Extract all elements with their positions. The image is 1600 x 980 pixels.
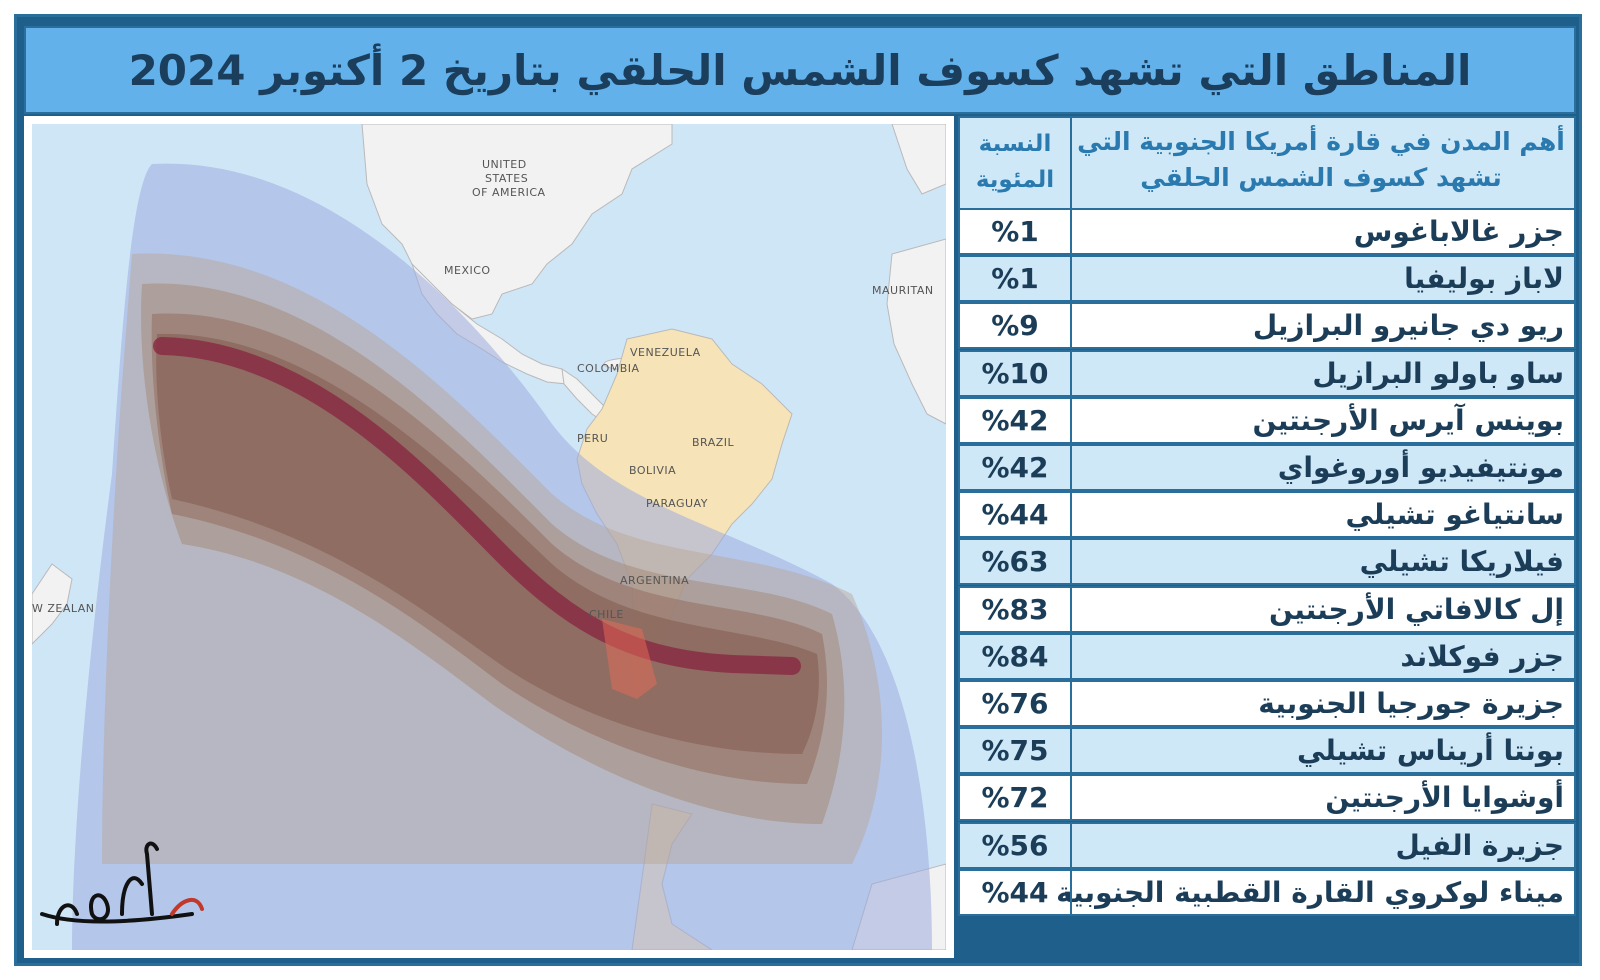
table-row: بوينس آيرس الأرجنتين %42 — [958, 396, 1576, 444]
table-row: أوشوايا الأرجنتين %72 — [958, 774, 1576, 822]
map-panel: UNITED STATES OF AMERICA MEXICO MAURITAN… — [24, 116, 954, 958]
map-label-bolivia: BOLIVIA — [629, 464, 676, 477]
table-row: بونتا أريناس تشيلي %75 — [958, 727, 1576, 775]
table-row: سانتياغو تشيلي %44 — [958, 491, 1576, 539]
city-cell: ريو دي جانيرو البرازيل — [1252, 309, 1564, 343]
map-label-mexico: MEXICO — [444, 264, 491, 277]
north-america-land — [361, 124, 673, 320]
table-row: ميناء لوكروي القارة القطبية الجنوبية %44 — [958, 868, 1576, 916]
map-label-usa-2: STATES — [485, 172, 528, 185]
percentage-cell: %56 — [960, 823, 1072, 867]
city-cell: ميناء لوكروي القارة القطبية الجنوبية — [1056, 875, 1564, 909]
percentage-cell: %42 — [960, 446, 1072, 489]
table-row: جزر غالاباغوس %1 — [958, 208, 1576, 255]
city-cell: جزر فوكلاند — [1400, 639, 1564, 673]
table-row: ريو دي جانيرو البرازيل %9 — [958, 302, 1576, 350]
map-label-venezuela: VENEZUELA — [630, 346, 701, 359]
percentage-cell: %83 — [960, 587, 1072, 631]
city-cell: ساو باولو البرازيل — [1312, 356, 1564, 390]
map-label-new-zealand: W ZEALAN — [32, 602, 95, 615]
map-label-brazil: BRAZIL — [692, 436, 735, 449]
signature-logo — [40, 841, 204, 926]
table-row: فيلاريكا تشيلي %63 — [958, 538, 1576, 586]
percentage-cell: %42 — [960, 398, 1072, 442]
map-label-mauritania: MAURITAN — [872, 284, 934, 297]
percentage-cell: %10 — [960, 351, 1072, 395]
table-row: جزيرة جورجيا الجنوبية %76 — [958, 680, 1576, 727]
africa-land — [886, 238, 946, 425]
percentage-cell: %84 — [960, 634, 1072, 678]
city-cell: جزر غالاباغوس — [1353, 215, 1564, 248]
percentage-cell: %1 — [960, 210, 1072, 253]
table-row: جزيرة الفيل %56 — [958, 821, 1576, 869]
city-cell: جزيرة جورجيا الجنوبية — [1258, 687, 1564, 720]
cities-table: أهم المدن في قارة أمريكا الجنوبية التي ت… — [958, 116, 1576, 958]
city-cell: أوشوايا الأرجنتين — [1325, 781, 1564, 815]
header-city: أهم المدن في قارة أمريكا الجنوبية التي ت… — [1077, 127, 1565, 192]
percentage-cell: %72 — [960, 776, 1072, 820]
map-label-usa-3: OF AMERICA — [472, 186, 546, 199]
header-percentage: النسبة المئوية — [960, 118, 1072, 208]
table-row: ساو باولو البرازيل %10 — [958, 349, 1576, 397]
city-cell: فيلاريكا تشيلي — [1359, 545, 1564, 579]
eclipse-map: UNITED STATES OF AMERICA MEXICO MAURITAN… — [32, 124, 946, 950]
new-zealand-land — [32, 563, 73, 645]
title-bar: المناطق التي تشهد كسوف الشمس الحلقي بتار… — [24, 26, 1576, 114]
table-row: لاباز بوليفيا %1 — [958, 255, 1576, 303]
table-row: مونتيفيديو أوروغواي %42 — [958, 444, 1576, 491]
city-cell: بونتا أريناس تشيلي — [1296, 734, 1564, 768]
table-header: أهم المدن في قارة أمريكا الجنوبية التي ت… — [958, 116, 1576, 210]
percentage-cell: %1 — [960, 257, 1072, 301]
greenland-land — [891, 124, 946, 195]
percentage-cell: %76 — [960, 682, 1072, 725]
city-cell: بوينس آيرس الأرجنتين — [1252, 403, 1565, 437]
city-cell: إل كالافاتي الأرجنتين — [1269, 592, 1564, 626]
city-cell: مونتيفيديو أوروغواي — [1277, 451, 1564, 484]
city-cell: سانتياغو تشيلي — [1345, 498, 1564, 532]
patagonia-highlight — [602, 619, 657, 699]
map-label-argentina: ARGENTINA — [620, 574, 689, 587]
percentage-cell: %75 — [960, 729, 1072, 773]
percentage-cell: %44 — [960, 870, 1072, 914]
city-cell: لاباز بوليفيا — [1404, 262, 1564, 296]
map-label-chile: CHILE — [589, 608, 624, 621]
percentage-cell: %9 — [960, 304, 1072, 348]
map-label-paraguay: PARAGUAY — [646, 497, 708, 510]
city-cell: جزيرة الفيل — [1395, 828, 1565, 862]
percentage-cell: %44 — [960, 493, 1072, 537]
page-title: المناطق التي تشهد كسوف الشمس الحلقي بتار… — [128, 45, 1472, 95]
map-label-colombia: COLOMBIA — [577, 362, 640, 375]
map-label-peru: PERU — [577, 432, 608, 445]
annularity-path — [153, 337, 801, 675]
table-row: إل كالافاتي الأرجنتين %83 — [958, 585, 1576, 633]
percentage-cell: %63 — [960, 540, 1072, 584]
table-row: جزر فوكلاند %84 — [958, 632, 1576, 680]
map-label-usa-1: UNITED — [482, 158, 527, 171]
